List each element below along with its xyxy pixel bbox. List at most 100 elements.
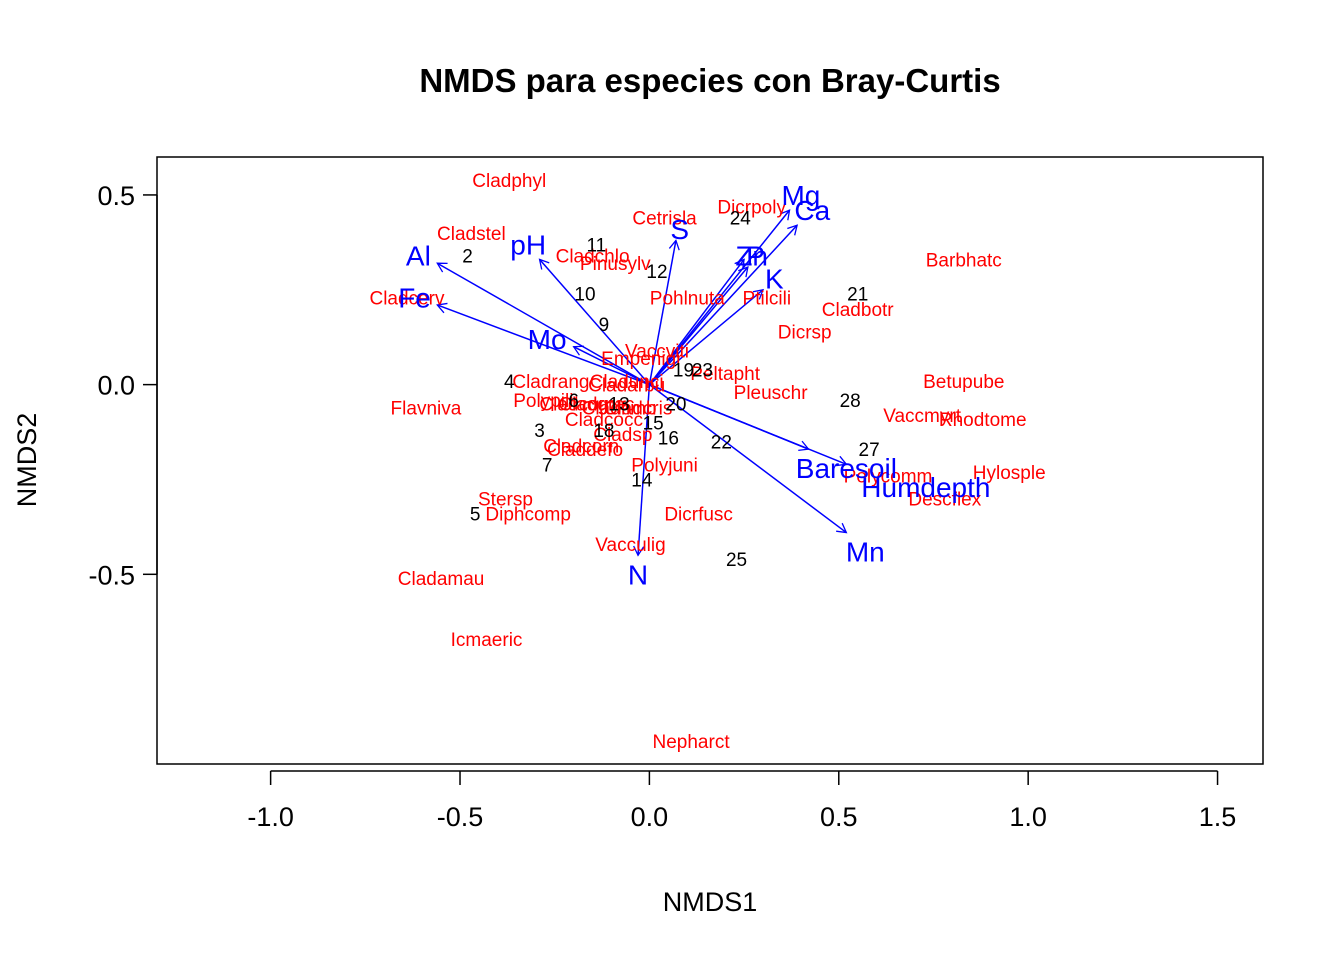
species-label: Dicrpoly	[717, 197, 786, 218]
y-tick-label: 0.5	[97, 181, 135, 211]
y-axis-label: NMDS2	[12, 413, 42, 508]
site-label: 25	[726, 550, 747, 571]
chart-title: NMDS para especies con Bray-Curtis	[419, 62, 1000, 99]
x-tick-label: 0.0	[631, 802, 669, 832]
species-label: Cladcorn	[539, 395, 615, 416]
site-label: 13	[609, 395, 630, 416]
env-label-mo: Mo	[528, 324, 567, 355]
env-label-k: K	[765, 263, 784, 294]
env-arrow-zn	[648, 258, 745, 386]
species-label: Vacculig	[595, 535, 665, 556]
x-axis-label: NMDS1	[663, 887, 758, 917]
species-label: Pleuschr	[734, 383, 809, 404]
env-label-p: P	[746, 241, 765, 272]
species-label: Polypili	[513, 391, 573, 412]
species-label: Cladgrac	[558, 395, 634, 416]
site-label: 18	[593, 421, 614, 442]
env-label-s: S	[670, 214, 689, 245]
species-label: Dicrfusc	[664, 505, 733, 526]
env-label-ph: pH	[510, 229, 546, 260]
site-label: 12	[646, 262, 667, 283]
site-label: 14	[631, 470, 653, 491]
species-label: Hylosple	[973, 463, 1046, 484]
species-label: Diphcomp	[485, 505, 571, 526]
species-label: Betupube	[923, 372, 1004, 393]
x-tick-label: -0.5	[437, 802, 484, 832]
species-label: Descflex	[908, 489, 981, 510]
env-arrow-mn	[648, 384, 848, 534]
env-arrow-mo	[572, 345, 650, 386]
species-label: Cladarbu	[588, 376, 665, 397]
species-label: Rhodtome	[939, 410, 1027, 431]
env-label-n: N	[628, 559, 648, 590]
x-axis: -1.0 -0.5 0.0 0.5 1.0 1.5	[247, 770, 1237, 832]
species-label: Cetrisla	[632, 209, 697, 230]
site-label: 2	[462, 247, 473, 268]
x-tick-label: 0.5	[820, 802, 858, 832]
env-arrow-ph	[538, 258, 650, 386]
site-label: 22	[711, 433, 732, 454]
species-label: Ptilcili	[743, 288, 792, 309]
y-tick-label: -0.5	[88, 560, 135, 590]
plot-frame	[156, 156, 1264, 765]
site-label: 4	[504, 372, 515, 393]
species-label: Cladphyl	[472, 171, 546, 192]
env-arrow-fe	[436, 302, 650, 386]
env-label-fe: Fe	[398, 282, 431, 313]
species-label: Vaccmyrt	[883, 406, 961, 427]
x-tick-label: 1.5	[1199, 802, 1237, 832]
species-label: Stersp	[478, 489, 533, 510]
species-label: Cladunci	[590, 372, 664, 393]
species-label: Cladrang	[512, 372, 589, 393]
site-label: 3	[534, 421, 545, 442]
env-label-ca: Ca	[794, 195, 830, 226]
y-axis: 0.5 0.0 -0.5	[88, 181, 158, 590]
site-label: 28	[840, 391, 861, 412]
site-label: 27	[859, 440, 880, 461]
site-label: 5	[470, 505, 481, 526]
site-label: 7	[542, 455, 553, 476]
env-label-baresoil: Baresoil	[796, 453, 897, 484]
species-label: Cladcocc	[565, 410, 643, 431]
site-label: 24	[730, 209, 752, 230]
species-label: Vaccviti	[625, 341, 689, 362]
species-label: Pohlnuta	[650, 288, 725, 309]
env-label-mg: Mg	[781, 180, 820, 211]
species-label: Flavniva	[391, 398, 462, 419]
species-label: Empenigr	[601, 349, 683, 370]
species-label: Cladsp	[593, 425, 652, 446]
site-label: 23	[692, 360, 713, 381]
site-label: 11	[587, 235, 607, 256]
species-label: Pinusylv	[580, 254, 651, 275]
env-arrow-k	[648, 288, 765, 386]
species-label: Nepharct	[653, 732, 731, 753]
x-tick-label: 1.0	[1009, 802, 1047, 832]
species-label: Cladamau	[398, 569, 485, 590]
env-arrows	[436, 209, 848, 557]
species-label: Cladfimb	[582, 398, 657, 419]
env-arrow-ca	[648, 224, 799, 386]
env-arrow-s	[648, 239, 680, 385]
species-label: Cladcerv	[369, 288, 444, 309]
env-arrow-humdepth	[649, 383, 848, 467]
site-label: 15	[643, 414, 664, 435]
site-label: 21	[847, 285, 868, 306]
species-label: Cladstel	[437, 224, 506, 245]
species-label: Polyjuni	[631, 455, 698, 476]
species-label: Barbhatc	[926, 250, 1002, 271]
site-label: 20	[665, 395, 686, 416]
env-label-zn: Zn	[735, 241, 768, 272]
site-label: 9	[599, 315, 610, 336]
env-label-humdepth: Humdepth	[861, 472, 990, 503]
site-label: 6	[568, 391, 579, 412]
site-label: 16	[658, 429, 679, 450]
x-tick-label: -1.0	[247, 802, 294, 832]
species-label: Cladbotr	[822, 300, 894, 321]
env-arrow-al	[436, 262, 650, 386]
y-tick-label: 0.0	[97, 371, 135, 401]
species-label: Icmaeric	[451, 630, 523, 651]
